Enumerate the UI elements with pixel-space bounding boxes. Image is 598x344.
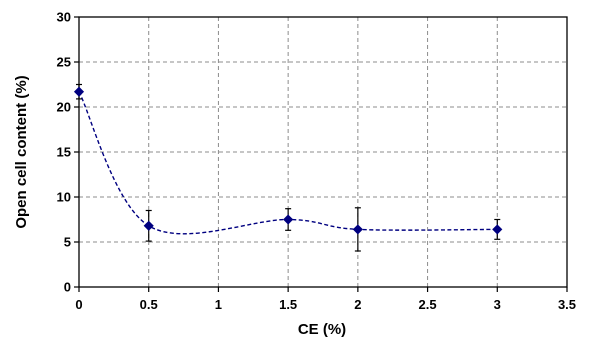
plot-border <box>78 16 568 288</box>
x-tick-label: 0 <box>75 297 82 312</box>
x-tick-label: 2.5 <box>419 297 437 312</box>
y-axis-tick-labels: 0 5 10 15 20 25 30 <box>57 10 71 295</box>
series-layer <box>73 83 503 252</box>
data-point-diamond <box>352 224 363 235</box>
chart-grid <box>79 17 567 287</box>
x-tick-label: 2 <box>354 297 361 312</box>
x-axis-tick-labels: 0 0.5 1 1.5 2 2.5 3 3.5 <box>75 297 576 312</box>
x-tick-label: 1 <box>215 297 222 312</box>
y-tick-label: 5 <box>64 235 71 250</box>
data-point-diamond <box>73 86 85 97</box>
y-tick-label: 20 <box>57 100 71 115</box>
x-axis-title: CE (%) <box>298 321 346 338</box>
y-tick-label: 10 <box>57 190 71 205</box>
series-line <box>78 91 498 235</box>
y-tick-label: 0 <box>64 280 71 295</box>
plot-frame <box>74 16 568 292</box>
data-point-diamond <box>143 220 154 231</box>
x-tick-label: 3.5 <box>558 297 576 312</box>
y-axis-title: Open cell content (%) <box>13 75 30 228</box>
y-tick-label: 15 <box>57 145 71 160</box>
x-tick-label: 3 <box>494 297 501 312</box>
y-tick-label: 25 <box>57 55 71 70</box>
x-tick-label: 0.5 <box>140 297 158 312</box>
x-tick-label: 1.5 <box>279 297 297 312</box>
y-tick-label: 30 <box>57 10 71 25</box>
data-point-diamond <box>492 224 503 235</box>
data-point-diamond <box>283 214 294 225</box>
